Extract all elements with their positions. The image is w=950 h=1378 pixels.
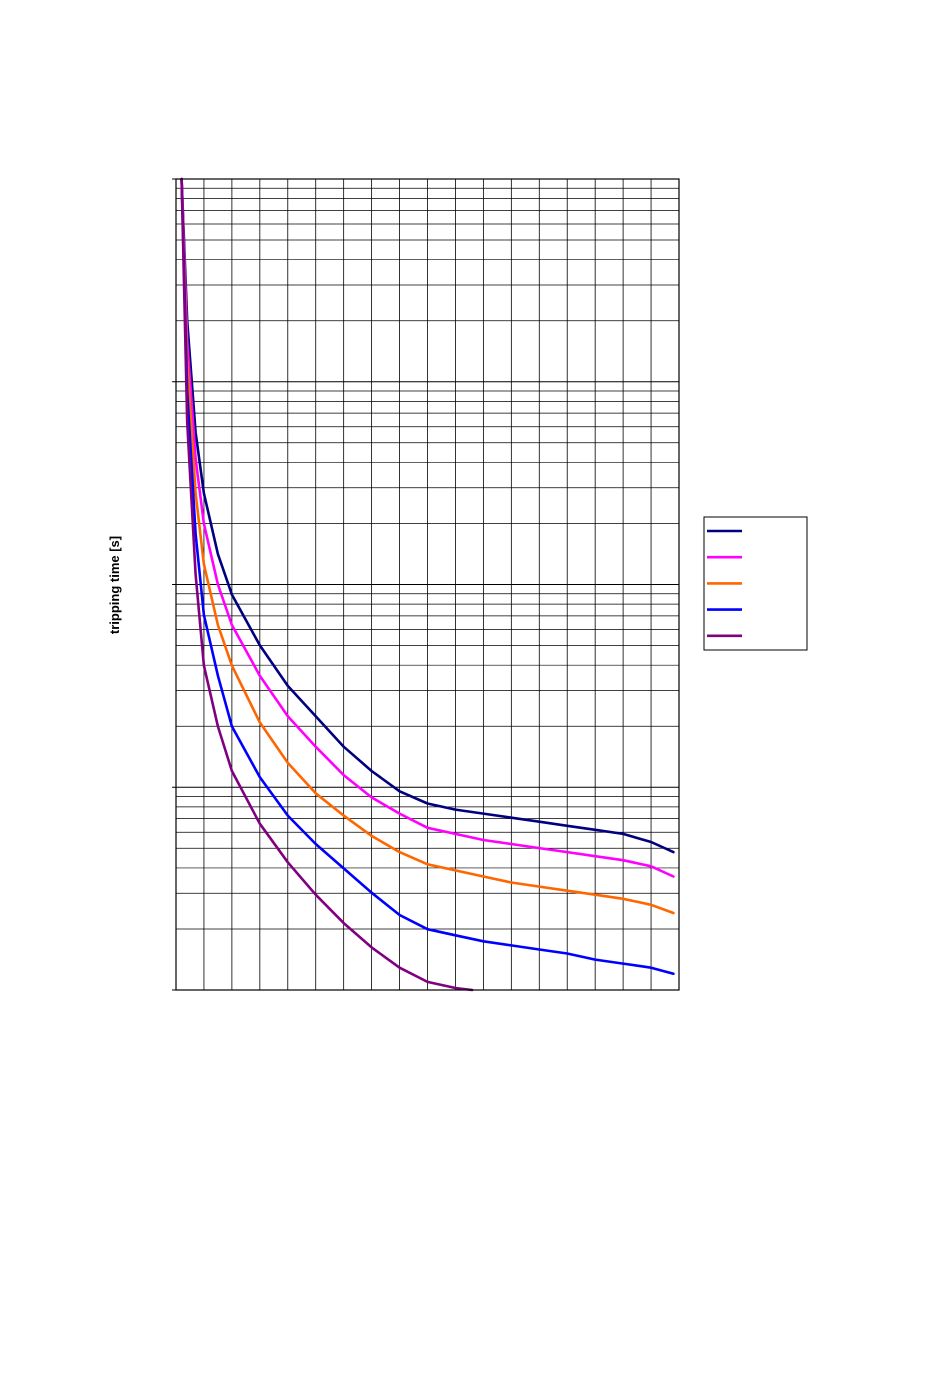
series-line-2 xyxy=(180,177,675,878)
plot-axes xyxy=(172,178,680,991)
series-line-1 xyxy=(180,177,675,854)
series-line-3 xyxy=(180,177,675,915)
series-line-5 xyxy=(180,177,474,992)
y-axis-label: tripping time [s] xyxy=(107,536,122,634)
legend xyxy=(703,516,808,651)
series-layer xyxy=(180,177,675,992)
plot-grid xyxy=(172,179,679,991)
series-line-4 xyxy=(180,177,675,976)
plot-frame xyxy=(175,178,680,991)
